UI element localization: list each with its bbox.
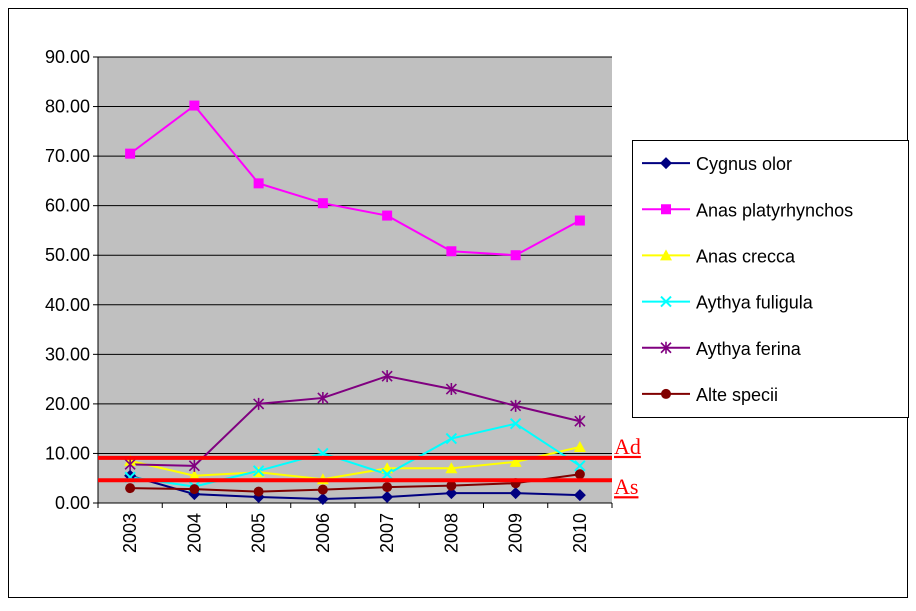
marker xyxy=(189,484,200,495)
marker xyxy=(124,458,136,471)
marker xyxy=(446,246,457,257)
y-tick-label: 0.00 xyxy=(55,493,90,513)
marker xyxy=(381,468,393,480)
marker xyxy=(316,493,329,506)
marker xyxy=(445,462,458,474)
legend-label: Aythya ferina xyxy=(696,339,802,359)
marker xyxy=(660,341,672,354)
y-tick-label: 40.00 xyxy=(45,295,90,315)
y-tick-label: 30.00 xyxy=(45,344,90,364)
legend-label: Cygnus olor xyxy=(696,154,792,174)
marker xyxy=(660,249,672,261)
marker xyxy=(252,465,265,477)
x-tick-label: 2008 xyxy=(441,513,461,553)
x-tick-label: 2004 xyxy=(184,513,204,553)
series-line xyxy=(129,474,580,501)
marker xyxy=(188,469,201,481)
marker xyxy=(445,383,457,396)
marker xyxy=(125,148,136,159)
marker xyxy=(509,487,522,500)
x-tick-label: 2010 xyxy=(570,513,590,553)
series-line xyxy=(129,446,581,481)
series-line xyxy=(129,104,581,257)
marker xyxy=(574,469,585,480)
series-line xyxy=(130,473,581,493)
marker xyxy=(381,491,394,504)
marker xyxy=(445,432,458,445)
marker xyxy=(573,441,586,453)
marker xyxy=(253,486,264,497)
legend-label: Anas platyrhynchos xyxy=(696,200,853,220)
marker xyxy=(125,483,136,494)
y-tick-label: 80.00 xyxy=(45,97,90,117)
y-tick-label: 60.00 xyxy=(45,196,90,216)
marker xyxy=(188,459,200,472)
marker xyxy=(573,489,586,502)
marker xyxy=(446,480,457,491)
x-tick-label: 2009 xyxy=(506,513,526,553)
marker xyxy=(509,418,522,430)
y-tick-label: 90.00 xyxy=(45,47,90,67)
marker xyxy=(317,391,329,404)
marker xyxy=(381,370,393,383)
reference-label: As xyxy=(614,474,638,499)
y-tick-label: 10.00 xyxy=(45,443,90,463)
marker xyxy=(382,482,393,493)
legend-box xyxy=(632,140,909,418)
marker xyxy=(317,484,328,495)
series-line xyxy=(130,375,581,467)
x-tick-label: 2005 xyxy=(249,513,269,553)
x-tick-label: 2003 xyxy=(120,513,140,553)
marker xyxy=(253,178,264,189)
marker xyxy=(445,487,458,500)
marker xyxy=(661,388,671,399)
legend-label: Aythya fuligula xyxy=(696,293,814,313)
marker xyxy=(317,198,328,209)
legend-label: Alte specii xyxy=(696,385,778,405)
marker xyxy=(660,157,672,170)
y-tick-label: 70.00 xyxy=(45,146,90,166)
marker xyxy=(661,204,671,215)
marker xyxy=(574,215,585,226)
legend-label: Anas crecca xyxy=(696,246,796,266)
marker xyxy=(574,415,586,428)
marker xyxy=(509,455,522,467)
marker xyxy=(253,397,265,410)
marker xyxy=(510,250,521,261)
marker xyxy=(510,399,522,412)
marker xyxy=(660,295,672,308)
x-tick-label: 2006 xyxy=(313,513,333,553)
plot-area xyxy=(98,57,612,503)
x-tick-label: 2007 xyxy=(377,513,397,553)
y-tick-label: 50.00 xyxy=(45,245,90,265)
marker xyxy=(574,460,586,472)
reference-label: Ad xyxy=(614,434,641,459)
y-tick-label: 20.00 xyxy=(45,394,90,414)
series-line xyxy=(129,422,581,488)
marker xyxy=(382,210,393,221)
marker xyxy=(189,100,200,111)
